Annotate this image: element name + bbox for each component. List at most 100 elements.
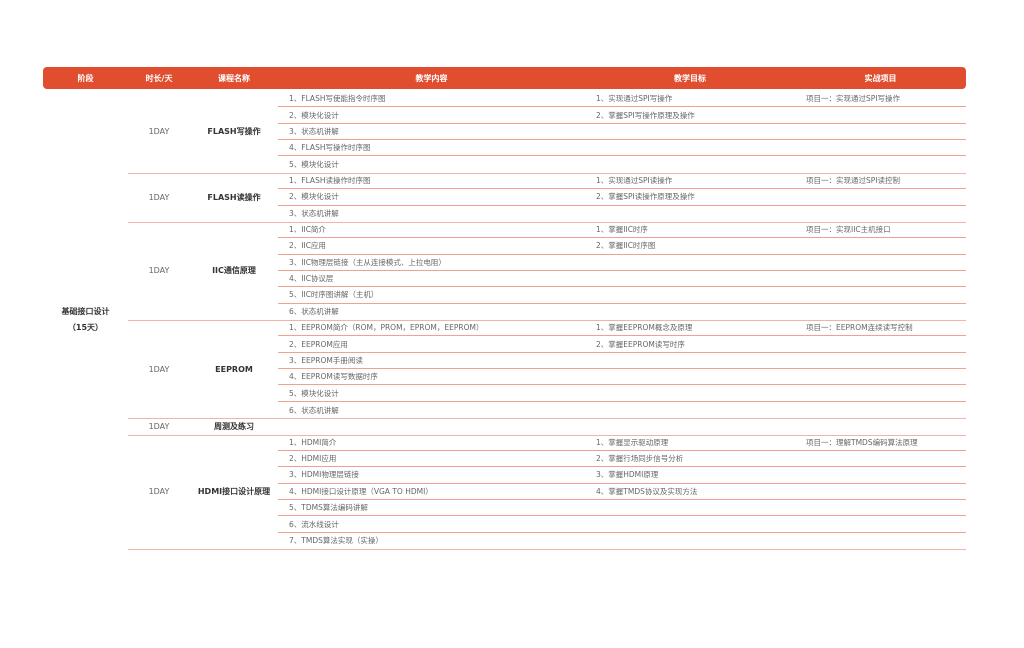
goal-item: 2、掌握SPI写操作原理及操作 — [596, 110, 695, 120]
header-goals: 教学目标 — [674, 73, 706, 83]
table-row: 2、EEPROM应用 2、掌握EEPROM读写时序 — [278, 336, 966, 353]
content-item: 1、IIC简介 — [289, 225, 326, 235]
table-row: 6、状态机讲解 — [278, 304, 966, 320]
content-item: 7、TMDS算法实现（实操） — [289, 536, 383, 546]
header-course: 课程名称 — [218, 73, 250, 83]
goal-item: 3、掌握HDMI原理 — [596, 470, 659, 480]
course-group: 1DAY 周测及练习 — [128, 418, 966, 436]
table-row: 5、IIC时序图讲解（主机） — [278, 287, 966, 304]
content-item: 2、HDMI应用 — [289, 454, 337, 464]
content-item: 4、HDMI接口设计原理（VGA TO HDMI） — [289, 486, 433, 496]
course-name: IIC通信原理 — [212, 266, 256, 276]
stage-duration: （15天） — [67, 323, 104, 333]
table-body: 基础接口设计 （15天） 1DAY FLASH写操作 1、FLASH写使能指令时序图… — [43, 91, 966, 551]
goal-item: 1、掌握IIC时序 — [596, 225, 648, 235]
content-item: 1、FLASH读操作时序图 — [289, 175, 371, 185]
content-item: 4、EEPROM读写数据时序 — [289, 372, 378, 382]
course-name: 周测及练习 — [214, 421, 254, 431]
table-row: 4、HDMI接口设计原理（VGA TO HDMI） 4、掌握TMDS协议及实现方法 — [278, 484, 966, 500]
curriculum-table: 阶段 时长/天 课程名称 教学内容 教学目标 实战项目 基础接口设计 （15天）… — [43, 67, 966, 551]
course-name: FLASH写操作 — [207, 127, 261, 137]
table-row: 5、TDMS算法编码讲解 — [278, 500, 966, 517]
project-item: 项目一：理解TMDS编码算法原理 — [806, 437, 918, 447]
table-row: 3、EEPROM手册阅读 — [278, 353, 966, 370]
course-duration: 1DAY — [148, 127, 170, 137]
content-item: 6、状态机讲解 — [289, 405, 339, 415]
content-item: 2、EEPROM应用 — [289, 339, 348, 349]
table-row: 2、模块化设计 2、掌握SPI读操作原理及操作 — [278, 189, 966, 206]
table-row: 2、IIC应用 2、掌握IIC时序图 — [278, 238, 966, 255]
table-row: 3、IIC物理层链接（主从连接模式、上拉电阻） — [278, 255, 966, 271]
content-item: 1、EEPROM简介（ROM，PROM，EPROM，EEPROM） — [289, 323, 484, 333]
content-item: 4、FLASH写操作时序图 — [289, 143, 371, 153]
goal-item: 2、掌握SPI读操作原理及操作 — [596, 192, 695, 202]
goal-item: 1、实现通过SPI读操作 — [596, 175, 673, 185]
table-row: 6、状态机讲解 — [278, 402, 966, 418]
content-item: 2、模块化设计 — [289, 192, 339, 202]
course-group: 1DAY HDMI接口设计原理 1、HDMI简介 1、掌握显示驱动原理 项目一：理解TM… — [128, 435, 966, 551]
course-group: 1DAY EEPROM 1、EEPROM简介（ROM，PROM，EPROM，EEPR… — [128, 320, 966, 420]
table-row: 4、EEPROM读写数据时序 — [278, 369, 966, 386]
table-header: 阶段 时长/天 课程名称 教学内容 教学目标 实战项目 — [43, 67, 966, 89]
header-duration: 时长/天 — [145, 73, 173, 83]
table-row: 1、IIC简介 1、掌握IIC时序 项目一：实现IIC主机接口 — [278, 222, 966, 239]
goal-item: 2、掌握IIC时序图 — [596, 241, 656, 251]
content-item: 3、EEPROM手册阅读 — [289, 355, 363, 365]
content-item: 3、IIC物理层链接（主从连接模式、上拉电阻） — [289, 257, 446, 267]
table-row: 3、状态机讲解 — [278, 124, 966, 141]
table-row: 3、状态机讲解 — [278, 206, 966, 222]
header-content: 教学内容 — [415, 73, 448, 83]
content-item: 5、TDMS算法编码讲解 — [289, 503, 368, 513]
table-row: 1、EEPROM简介（ROM，PROM，EPROM，EEPROM） 1、掌握EEP… — [278, 320, 966, 337]
stage-name: 基础接口设计 — [61, 307, 110, 317]
course-name: EEPROM — [215, 364, 253, 374]
stage-cell: 基础接口设计 （15天） — [43, 91, 128, 549]
goal-item: 2、掌握EEPROM读写时序 — [596, 339, 685, 349]
content-item: 5、IIC时序图讲解（主机） — [289, 290, 379, 300]
table-row: 6、流水线设计 — [278, 516, 966, 533]
goal-item: 1、掌握显示驱动原理 — [596, 437, 669, 447]
header-stage: 阶段 — [77, 73, 94, 83]
course-name: HDMI接口设计原理 — [197, 487, 271, 497]
content-item: 6、流水线设计 — [289, 519, 339, 529]
course-name: FLASH读操作 — [207, 192, 261, 202]
table-row: 5、模块化设计 — [278, 156, 966, 172]
table-row — [278, 418, 966, 434]
content-item: 3、状态机讲解 — [289, 126, 339, 136]
course-duration: 1DAY — [148, 266, 170, 276]
goal-item: 1、实现通过SPI写操作 — [596, 94, 673, 104]
content-item: 3、HDMI物理层链接 — [289, 470, 359, 480]
project-item: 项目一：EEPROM连续读写控制 — [806, 323, 913, 333]
table-row: 4、FLASH写操作时序图 — [278, 140, 966, 157]
goal-item: 4、掌握TMDS协议及实现方法 — [596, 486, 698, 496]
content-item: 4、IIC协议层 — [289, 274, 334, 284]
course-duration: 1DAY — [148, 487, 170, 497]
course-duration: 1DAY — [148, 192, 170, 202]
table-row: 2、模块化设计 2、掌握SPI写操作原理及操作 — [278, 107, 966, 124]
table-row: 7、TMDS算法实现（实操） — [278, 533, 966, 549]
project-item: 项目一：实现通过SPI读控制 — [806, 175, 900, 185]
table-row: 1、HDMI简介 1、掌握显示驱动原理 项目一：理解TMDS编码算法原理 — [278, 435, 966, 451]
header-project: 实战项目 — [864, 73, 897, 83]
goal-item: 1、掌握EEPROM概念及原理 — [596, 323, 693, 333]
content-item: 3、状态机讲解 — [289, 209, 339, 219]
project-item: 项目一：实现通过SPI写操作 — [806, 94, 900, 104]
course-group: 1DAY FLASH写操作 1、FLASH写使能指令时序图 1、实现通过SPI写操作 项… — [128, 91, 966, 174]
table-row: 2、HDMI应用 2、掌握行场同步信号分析 — [278, 451, 966, 468]
content-item: 6、状态机讲解 — [289, 307, 339, 317]
table-row: 1、FLASH读操作时序图 1、实现通过SPI读操作 项目一：实现通过SPI读控制 — [278, 173, 966, 190]
goal-item: 2、掌握行场同步信号分析 — [596, 454, 684, 464]
course-group: 1DAY IIC通信原理 1、IIC简介 1、掌握IIC时序 项目一：实现IIC主机接口… — [128, 222, 966, 322]
table-row: 1、FLASH写使能指令时序图 1、实现通过SPI写操作 项目一：实现通过SPI写操… — [278, 91, 966, 108]
course-duration: 1DAY — [148, 364, 170, 374]
table-row: 3、HDMI物理层链接 3、掌握HDMI原理 — [278, 467, 966, 484]
content-item: 2、IIC应用 — [289, 241, 326, 251]
content-item: 1、HDMI简介 — [289, 437, 337, 447]
table-row: 5、模块化设计 — [278, 385, 966, 402]
content-item: 1、FLASH写使能指令时序图 — [289, 94, 386, 104]
course-group: 1DAY FLASH读操作 1、FLASH读操作时序图 1、实现通过SPI读操作 项目一… — [128, 173, 966, 223]
content-item: 5、模块化设计 — [289, 388, 339, 398]
project-item: 项目一：实现IIC主机接口 — [806, 225, 891, 235]
table-row: 4、IIC协议层 — [278, 271, 966, 288]
content-item: 5、模块化设计 — [289, 160, 339, 170]
